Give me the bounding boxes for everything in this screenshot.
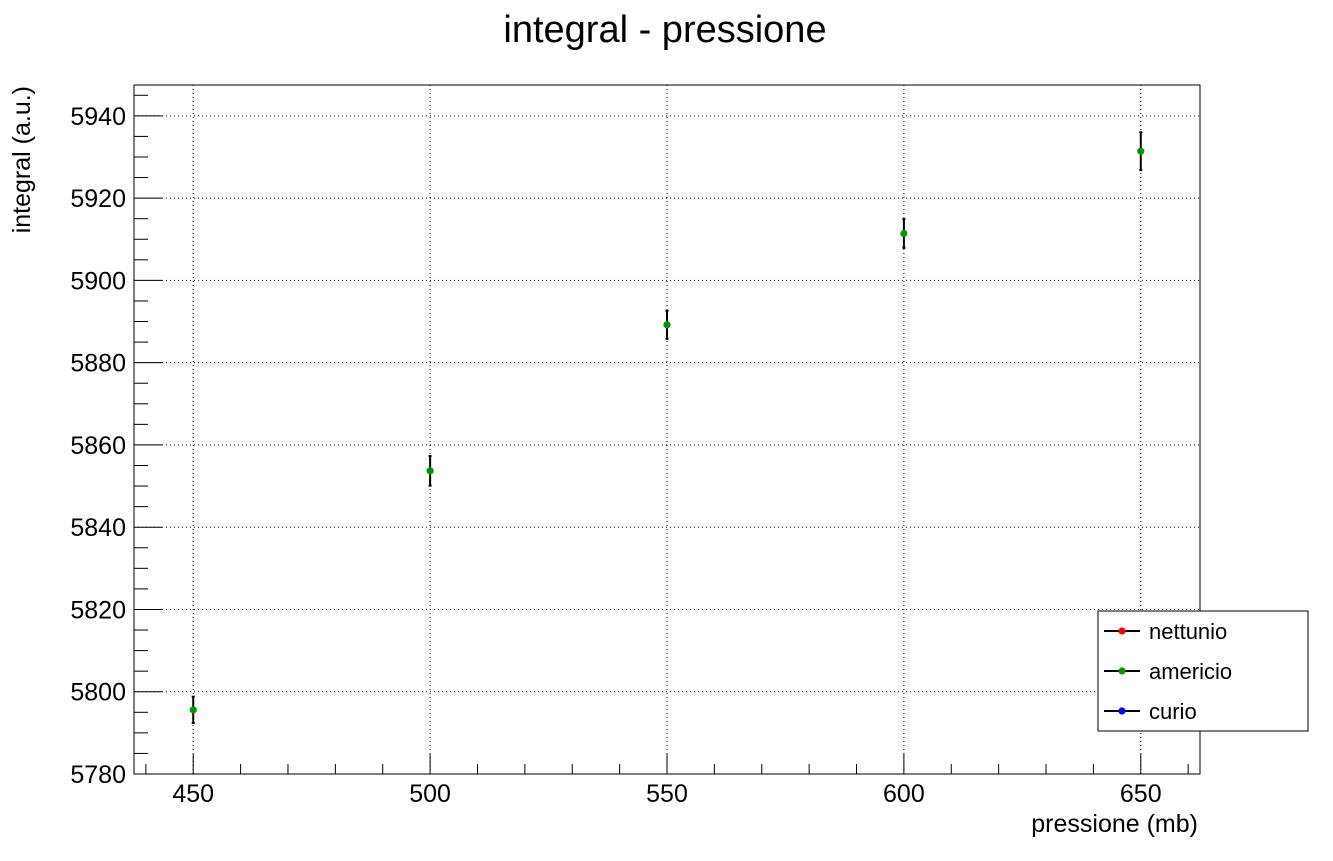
y-tick-label: 5800 [70,679,126,707]
legend-marker [1118,667,1126,675]
y-tick-label: 5820 [70,596,126,624]
y-tick-label: 5900 [70,267,126,295]
legend: nettunio americio curio [1097,610,1309,732]
y-axis-label: integral (a.u.) [8,86,36,233]
y-tick-label: 5920 [70,185,126,213]
x-tick-label: 450 [172,780,214,808]
y-tick-label: 5880 [70,350,126,378]
x-tick-label: 500 [409,780,451,808]
y-tick-label: 5780 [70,761,126,789]
data-marks [189,131,1145,724]
data-point [663,321,671,329]
chart-title: integral - pressione [503,9,826,51]
grid [134,85,1200,774]
data-point [189,706,197,714]
x-axis-label: pressione (mb) [1031,810,1198,838]
legend-label: nettunio [1149,619,1227,644]
axes: 5780 5800 5820 5840 5860 5880 5900 5920 5940 450 5… [70,94,1189,808]
x-tick-label: 650 [1120,780,1162,808]
legend-marker [1118,627,1126,635]
data-point [426,467,434,475]
data-point [1137,147,1145,155]
x-tick-label: 600 [883,780,925,808]
y-tick-label: 5940 [70,103,126,131]
x-tick-label: 550 [646,780,688,808]
y-tick-label: 5840 [70,514,126,542]
legend-label: curio [1149,699,1197,724]
legend-marker [1118,707,1126,715]
data-point [900,229,908,238]
legend-label: americio [1149,659,1232,684]
y-tick-label: 5860 [70,432,126,460]
